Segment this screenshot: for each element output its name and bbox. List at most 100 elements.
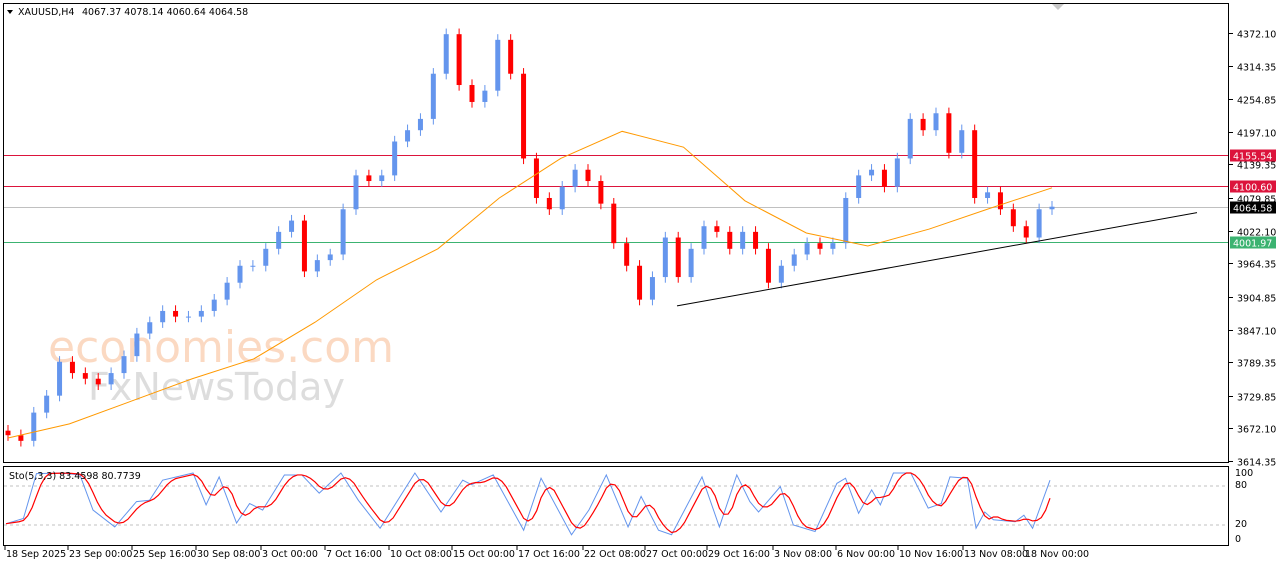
level-tag-text: 4100.60 [1233, 183, 1272, 194]
trendline[interactable] [676, 212, 1198, 307]
candle-body [959, 130, 965, 153]
price-label: 3789.35 [1237, 359, 1276, 370]
candle-body [714, 226, 720, 232]
candle-body [211, 299, 217, 311]
candle-body [972, 130, 978, 198]
candle [1036, 203, 1042, 244]
candle-body [237, 265, 243, 283]
candle [5, 425, 11, 441]
candle-body [508, 39, 514, 74]
time-label: 27 Oct 00:00 [646, 549, 708, 560]
candle [843, 192, 849, 249]
candle [907, 113, 913, 165]
price-label: 4314.35 [1237, 63, 1276, 74]
candle-body [417, 118, 423, 131]
price-label: 3729.85 [1237, 393, 1276, 404]
candle [946, 107, 952, 159]
candle-body [31, 412, 37, 441]
level-tag-text: 4155.54 [1233, 152, 1272, 163]
candle [894, 152, 900, 193]
panel-collapse-icon[interactable] [1052, 4, 1064, 10]
candle [701, 220, 707, 255]
price-label: 3847.10 [1237, 327, 1276, 338]
candle-body [817, 243, 823, 249]
candle [430, 68, 436, 125]
candle-body [469, 85, 475, 102]
candle-body [843, 197, 849, 244]
candle-body [366, 175, 372, 182]
candle [327, 248, 333, 266]
candle [185, 310, 191, 323]
candle-body [521, 73, 527, 159]
level-tag-resistance [1230, 149, 1276, 162]
candle [160, 305, 166, 328]
candle [856, 169, 862, 204]
price-label: 4254.85 [1237, 96, 1276, 107]
candle [18, 429, 24, 447]
time-label: 15 Oct 00:00 [453, 549, 515, 560]
candle [637, 260, 643, 306]
candle-body [1036, 209, 1042, 238]
candle-body [662, 237, 668, 278]
candle [624, 237, 630, 272]
candle-body [624, 243, 630, 266]
stochastic-frame [3, 466, 1229, 546]
candle [572, 164, 578, 193]
candle [778, 260, 784, 289]
candle-body [198, 310, 204, 317]
candle-body [688, 248, 694, 278]
time-label: 18 Nov 00:00 [1025, 549, 1089, 560]
candle-body [353, 175, 359, 210]
candle-body [134, 333, 140, 357]
level-tag-bid [1230, 201, 1276, 214]
level-tag-support [1230, 236, 1276, 249]
candle-body [185, 316, 191, 318]
candle-body [946, 113, 952, 153]
candle-body [933, 113, 939, 131]
candle [1023, 220, 1029, 244]
time-label: 13 Nov 08:00 [964, 549, 1028, 560]
symbol-label: XAUUSD,H4 [18, 7, 74, 18]
candle-body [224, 282, 230, 300]
time-label: 25 Sep 16:00 [133, 549, 196, 560]
candle [44, 390, 50, 419]
candle-body [727, 231, 733, 249]
candle [69, 356, 75, 379]
dropdown-triangle-icon[interactable] [7, 10, 13, 14]
candle [546, 192, 552, 215]
candle [753, 226, 759, 255]
price-label: 3964.35 [1237, 260, 1276, 271]
candle [920, 113, 926, 136]
candle [765, 243, 771, 289]
candle-body [276, 231, 282, 249]
candle [276, 226, 282, 255]
candle-body [456, 34, 462, 86]
moving-average-line [7, 130, 1053, 439]
candle-body [18, 435, 24, 441]
candle-body [301, 220, 307, 272]
candle [585, 164, 591, 187]
candle-body [1023, 226, 1029, 238]
candle [417, 113, 423, 136]
price-label: 3672.10 [1237, 425, 1276, 436]
candle-body [894, 158, 900, 187]
stochastic-label: Sto(5,3,3) 83.4598 80.7739 [9, 471, 141, 482]
candle-body [1049, 206, 1055, 210]
price-label: 4139.35 [1237, 161, 1276, 172]
candle [817, 237, 823, 255]
candle [997, 186, 1003, 215]
candle-body [1010, 209, 1016, 227]
candle [340, 203, 346, 261]
candle [263, 243, 269, 272]
candle-body [791, 254, 797, 266]
candle-body [598, 181, 604, 204]
candle-body [778, 265, 784, 283]
candle-body [173, 310, 179, 317]
candle [662, 231, 668, 283]
candle-body [985, 192, 991, 198]
candle-body [701, 226, 707, 249]
candle [314, 254, 320, 278]
candle-body [289, 220, 295, 232]
candle-body [430, 73, 436, 119]
